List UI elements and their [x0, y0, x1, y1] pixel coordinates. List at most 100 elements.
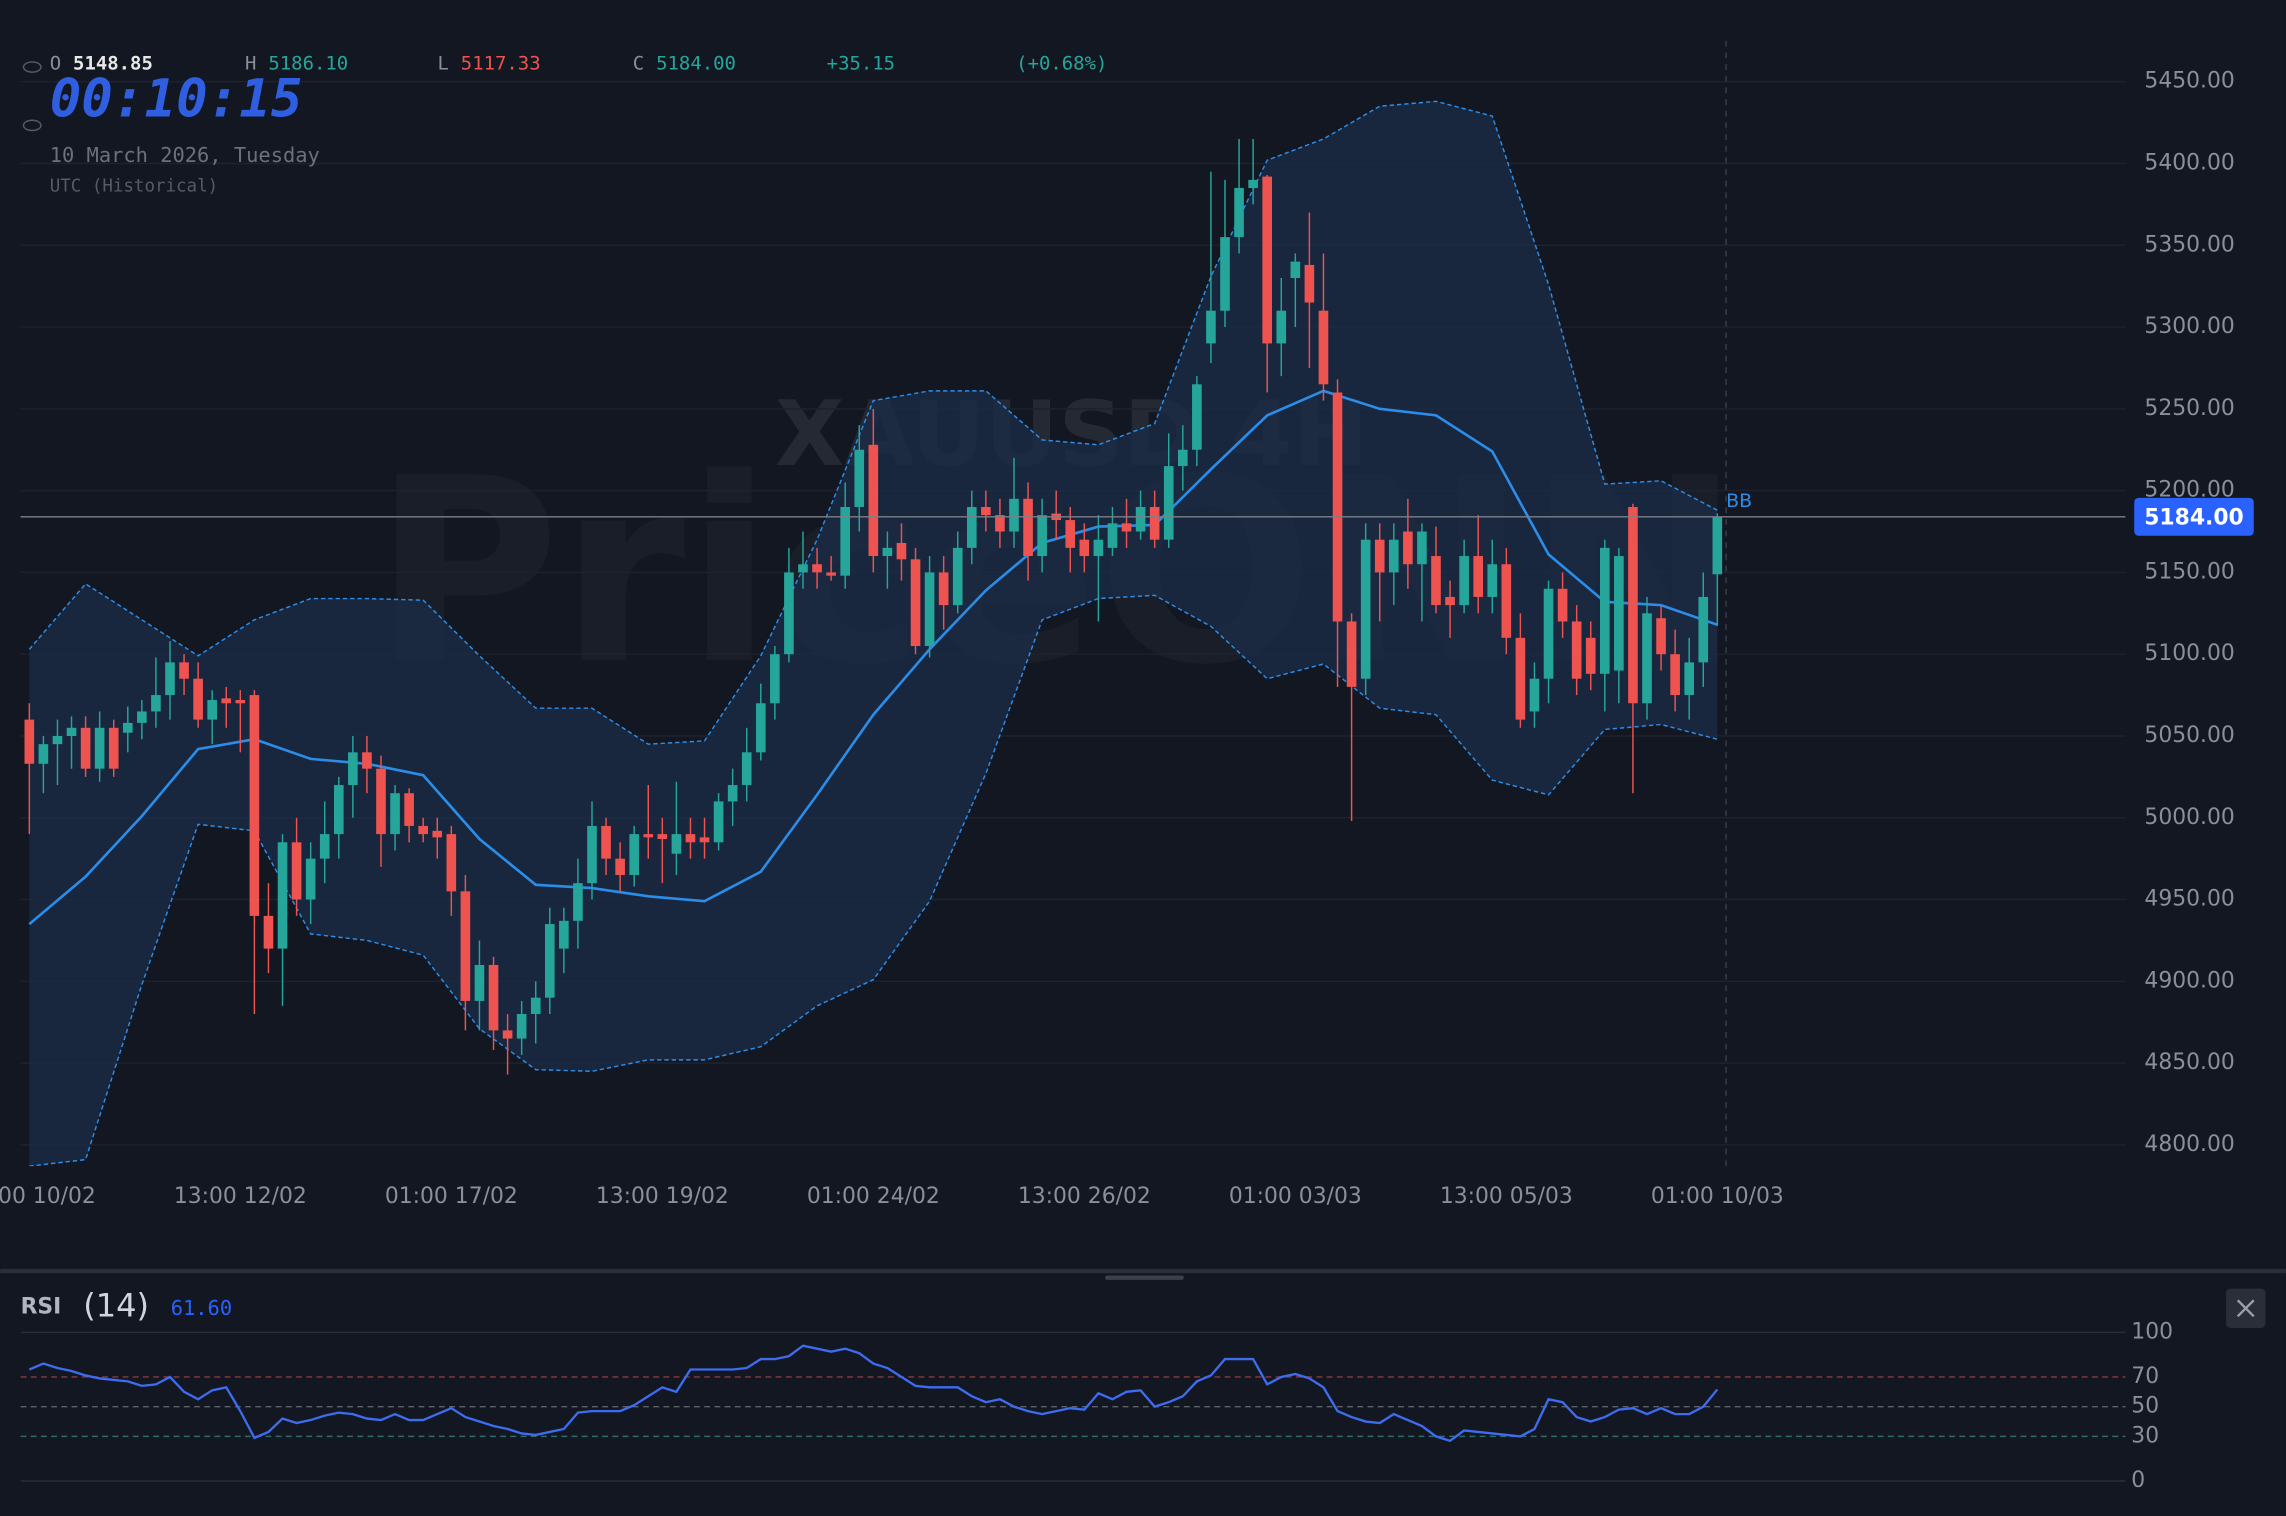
candle-body — [38, 744, 49, 764]
candle-body — [924, 572, 935, 647]
rsi-value: 61.60 — [171, 1296, 232, 1320]
candle-body — [868, 444, 879, 557]
candle-body — [1276, 310, 1287, 344]
candle-body — [249, 695, 260, 916]
candle-body — [1360, 539, 1371, 679]
candle-body — [1304, 264, 1315, 303]
candle-body — [137, 711, 147, 723]
legend-value: 5186.10 — [268, 53, 348, 75]
candle-body — [544, 924, 555, 998]
close-button[interactable] — [2226, 1288, 2266, 1328]
candle-body — [910, 559, 921, 647]
candle-body — [122, 722, 133, 733]
candle-body — [938, 572, 949, 606]
candle-body — [995, 515, 1005, 532]
y-tick-label: 5250.00 — [2144, 396, 2234, 421]
candle-body — [207, 699, 218, 720]
candle-body — [179, 662, 189, 679]
band-middle — [28, 389, 1718, 926]
candle-body — [1290, 261, 1301, 278]
y-tick-label: 5400.00 — [2144, 150, 2234, 175]
candle-body — [952, 547, 963, 606]
candle-body — [1571, 621, 1582, 679]
rsi-title: RSI — [21, 1295, 62, 1320]
x-tick-label: 13:00 05/03 — [1440, 1184, 1573, 1209]
candle-body — [1656, 618, 1666, 655]
candle-body — [854, 449, 865, 507]
candle-body — [193, 678, 203, 720]
close-icon[interactable] — [2236, 1299, 2255, 1318]
candle-body — [1388, 539, 1399, 573]
candle-body — [291, 842, 302, 900]
candle-body — [305, 858, 316, 900]
candle-body — [826, 572, 836, 576]
y-tick-label: 4850.00 — [2144, 1050, 2234, 1075]
candle-body — [713, 801, 724, 843]
legend-key: H — [245, 53, 256, 75]
candle-body — [1135, 506, 1146, 532]
eye-icon[interactable] — [22, 119, 42, 132]
y-tick-label: 5050.00 — [2144, 723, 2234, 748]
candle-body — [1487, 564, 1498, 597]
candle-body — [1149, 506, 1160, 540]
candle-body — [1459, 556, 1469, 606]
candle-body — [559, 920, 569, 949]
candle-body — [404, 793, 414, 826]
candle-body — [1163, 466, 1174, 540]
price-plot — [20, 80, 2126, 1167]
candle-body — [362, 752, 372, 769]
legend-key: C — [633, 53, 644, 75]
eye-icon[interactable] — [22, 61, 42, 73]
y-tick-label: 5100.00 — [2144, 641, 2234, 666]
candle-body — [319, 834, 330, 859]
candle-body — [1332, 392, 1343, 622]
candle-body — [1093, 539, 1104, 557]
y-tick-label: 5350.00 — [2144, 232, 2234, 257]
clock: 00:10:15 — [50, 69, 303, 130]
y-tick-label: 4800.00 — [2144, 1132, 2234, 1157]
candle-body — [1023, 498, 1033, 557]
candle-body — [1192, 384, 1202, 450]
candle-body — [221, 698, 232, 704]
candle-body — [882, 547, 893, 557]
y-tick-label: 4900.00 — [2144, 968, 2234, 993]
legend-header: +35.15 (+0.68%) 00:10:15 10 March 2026, … — [22, 53, 1107, 197]
candle-body — [1473, 556, 1484, 597]
x-tick-label: 13:00 19/02 — [596, 1184, 729, 1209]
candle-body — [629, 834, 640, 876]
legend-key: O — [50, 53, 61, 75]
last-price-tag — [2134, 497, 2254, 536]
candle-body — [1642, 613, 1652, 704]
candle-body — [516, 1014, 527, 1039]
y-tick-label: 4950.00 — [2144, 887, 2234, 912]
candle-body — [1599, 547, 1610, 674]
legend-value: 5184.00 — [656, 53, 736, 75]
candle-body — [376, 768, 386, 835]
candle-body — [66, 727, 77, 736]
candle-body — [741, 752, 752, 786]
candle-body — [446, 834, 457, 892]
candle-body — [24, 719, 35, 764]
change: +35.15 — [827, 53, 895, 75]
band-lower — [29, 594, 1718, 1167]
candle-body — [80, 727, 91, 769]
x-tick-label: 01:00 10/02 — [0, 1184, 96, 1209]
candle-body — [94, 727, 105, 769]
last-price-label: 5184.00 — [2144, 505, 2244, 530]
rsi-period: (14) — [83, 1287, 149, 1325]
candle-body — [432, 830, 443, 838]
candle-body — [755, 703, 766, 753]
candle-body — [615, 858, 625, 876]
resize-handle[interactable] — [1105, 1275, 1184, 1280]
candle-body — [643, 834, 654, 838]
candle-body — [798, 564, 808, 573]
candle-body — [1557, 588, 1568, 622]
x-tick-label: 01:00 03/03 — [1229, 1184, 1362, 1209]
candle-body — [1037, 515, 1047, 557]
candle-body — [390, 793, 400, 835]
candle-body — [1712, 516, 1723, 575]
candle-body — [573, 883, 583, 921]
candle-body — [263, 915, 274, 949]
candle-body — [1698, 596, 1709, 663]
